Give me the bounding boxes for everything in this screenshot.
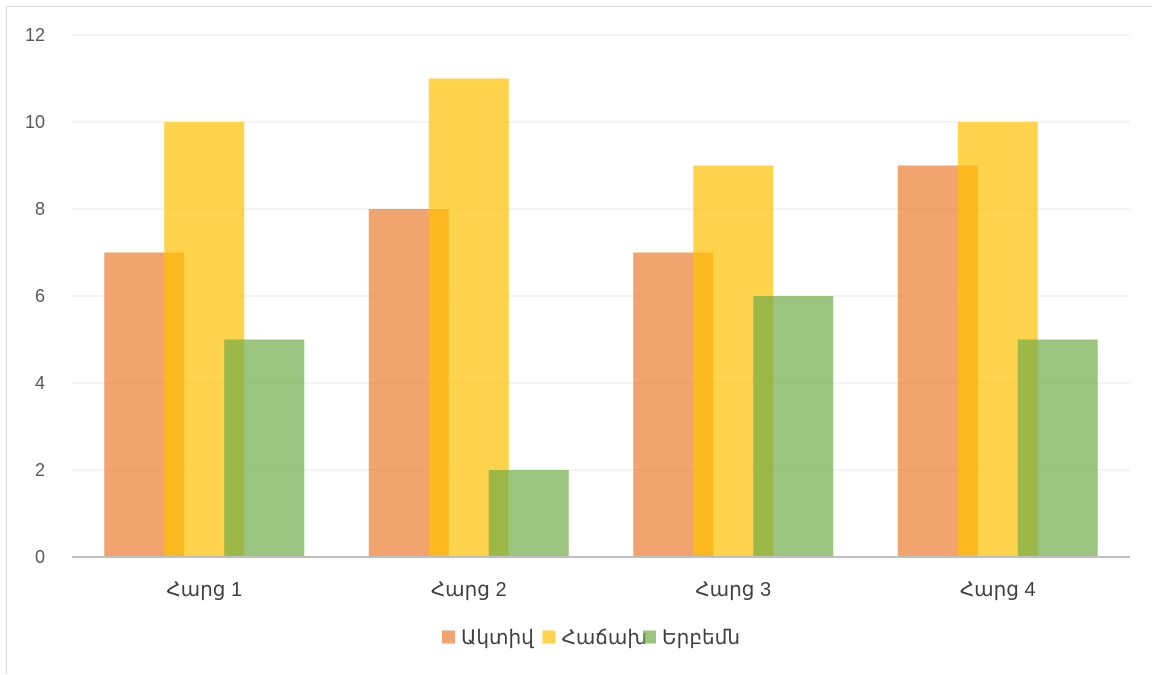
x-tick-label: Հարց 2 xyxy=(431,579,507,601)
legend-label: Երբեմն xyxy=(662,627,740,649)
legend: Ակտիվ Հաճախ Երբեմն xyxy=(442,627,740,649)
y-tick-label: 12 xyxy=(25,25,45,45)
bar xyxy=(488,470,569,557)
x-tick-label: Հարց 3 xyxy=(695,579,771,601)
y-tick-label: 2 xyxy=(35,460,45,480)
legend-label: Ակտիվ xyxy=(461,627,534,649)
x-tick-label: Հարց 4 xyxy=(960,579,1036,601)
y-tick-label: 6 xyxy=(35,286,45,306)
y-tick-label: 8 xyxy=(35,199,45,219)
bar xyxy=(224,339,305,557)
y-tick-label: 0 xyxy=(35,547,45,567)
legend-label: Հաճախ xyxy=(562,627,647,649)
bar xyxy=(1017,339,1098,557)
chart-frame xyxy=(6,6,1152,674)
x-tick-label: Հարց 1 xyxy=(166,579,242,601)
y-tick-label: 4 xyxy=(35,373,45,393)
legend-swatch xyxy=(542,630,556,644)
y-tick-label: 10 xyxy=(25,112,45,132)
x-axis-labels: Հարց 1 Հարց 2 Հարց 3 Հարց 4 xyxy=(166,579,1035,601)
legend-swatch xyxy=(643,630,656,644)
y-axis-ticks: 0 2 4 6 8 10 12 xyxy=(25,25,45,567)
bars xyxy=(104,78,1098,557)
legend-swatch xyxy=(442,630,455,644)
bar xyxy=(753,296,834,557)
